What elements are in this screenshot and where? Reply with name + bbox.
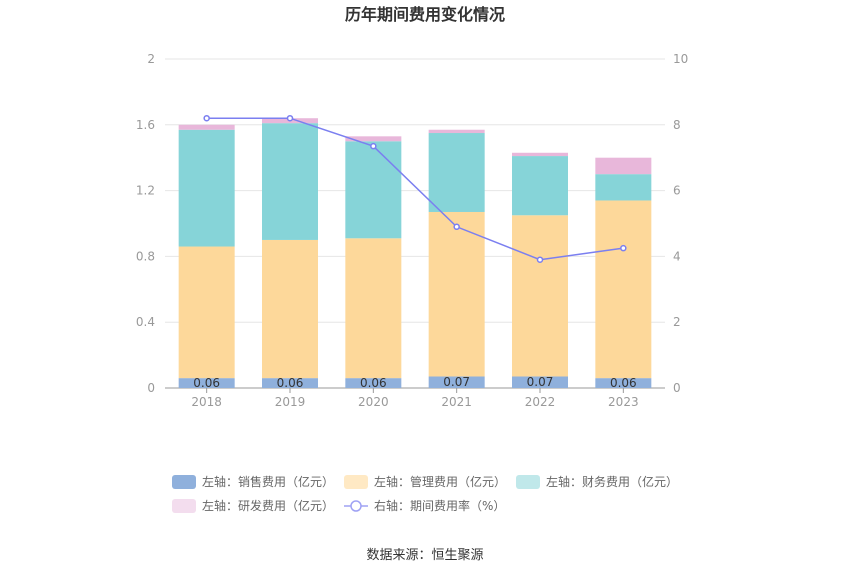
bar-segment-4: [345, 136, 402, 142]
legend[interactable]: 左轴：销售费用（亿元） 左轴：管理费用（亿元） 左轴：财务费用（亿元） 左轴：研发费用…: [172, 474, 678, 513]
bar-segment-1: [345, 378, 402, 388]
data-labels: 0.06 0.06 0.06 0.07 0.07 0.06: [193, 375, 636, 390]
legend-swatch: [172, 499, 196, 513]
left-axis-tick: 0.4: [136, 315, 155, 329]
grid-lines: [165, 58, 665, 323]
bar-data-label: 0.07: [527, 375, 554, 389]
bar-data-label: 0.07: [443, 375, 470, 389]
legend-item-label[interactable]: 右轴：期间费用率（%）: [374, 498, 505, 513]
right-axis-tick: 0: [673, 381, 681, 395]
right-axis-tick: 2: [673, 315, 681, 329]
rate-line-point: [620, 244, 627, 252]
legend-swatch: [172, 475, 196, 489]
legend-line-marker: [350, 500, 362, 512]
rate-line: [203, 114, 627, 263]
x-axis-tick: 2019: [275, 395, 306, 409]
rate-line-point: [453, 223, 460, 231]
legend-swatch: [344, 475, 368, 489]
right-axis-tick: 10: [673, 52, 688, 66]
bar-data-label: 0.06: [277, 376, 304, 390]
rate-line-point: [203, 114, 210, 122]
x-axis-tick: 2023: [608, 395, 639, 409]
legend-item-label[interactable]: 左轴：财务费用（亿元）: [546, 474, 678, 489]
bar-segment-1: [428, 376, 485, 388]
bar-segment-2: [262, 239, 318, 379]
legend-swatch: [516, 475, 540, 489]
bar-segment-1: [512, 376, 568, 388]
axes: 0 0.4 0.8 1.2 1.6 2 0 2 4 6 8 10 2018 2019 2020 2021 202…: [136, 52, 688, 409]
rate-line-point: [286, 114, 294, 122]
rate-line-point: [370, 142, 377, 150]
chart-title: 历年期间费用变化情况: [345, 5, 505, 24]
bar-segment-4: [512, 152, 568, 157]
legend-item-label[interactable]: 左轴：管理费用（亿元）: [374, 474, 506, 489]
bar-segment-2: [428, 211, 485, 377]
rate-line-path: [206, 117, 624, 261]
bar-segment-1: [262, 378, 318, 388]
right-axis-tick: 4: [673, 249, 681, 263]
x-axis-tick: 2022: [525, 395, 556, 409]
left-axis-tick: 0.8: [136, 249, 155, 263]
bar-segment-4: [428, 129, 485, 134]
left-axis-tick: 1.6: [136, 118, 155, 132]
x-axis-tick: 2020: [358, 395, 389, 409]
legend-item-label[interactable]: 左轴：研发费用（亿元）: [202, 498, 334, 513]
bar-segment-3: [512, 156, 568, 216]
bar-segment-2: [595, 200, 652, 379]
left-axis-tick: 0: [147, 381, 155, 395]
bar-segment-3: [178, 129, 235, 247]
bar-segment-4: [178, 124, 235, 130]
rate-line-point: [536, 256, 544, 263]
bar-segment-1: [178, 378, 235, 388]
bar-segment-1: [595, 378, 652, 388]
bar-segment-2: [178, 246, 235, 379]
bar-segment-3: [595, 174, 652, 201]
legend-item-label[interactable]: 左轴：销售费用（亿元）: [202, 474, 334, 489]
bar-data-label: 0.06: [360, 376, 387, 390]
bar-segment-4: [595, 157, 652, 175]
bar-data-label: 0.06: [610, 376, 637, 390]
bar-data-label: 0.06: [193, 376, 220, 390]
bar-segment-3: [262, 123, 318, 240]
left-axis-tick: 1.2: [136, 184, 155, 198]
x-axis-tick: 2021: [441, 395, 472, 409]
bars: [178, 118, 652, 388]
data-source: 数据来源：恒生聚源: [366, 548, 483, 563]
bar-segment-3: [428, 133, 485, 212]
bar-segment-2: [345, 238, 402, 379]
right-axis-tick: 8: [673, 118, 681, 132]
x-axis-tick: 2018: [191, 395, 222, 409]
left-axis-tick: 2: [147, 52, 155, 66]
bar-segment-2: [512, 215, 568, 377]
bar-segment-3: [345, 141, 402, 239]
right-axis-tick: 6: [673, 184, 681, 198]
